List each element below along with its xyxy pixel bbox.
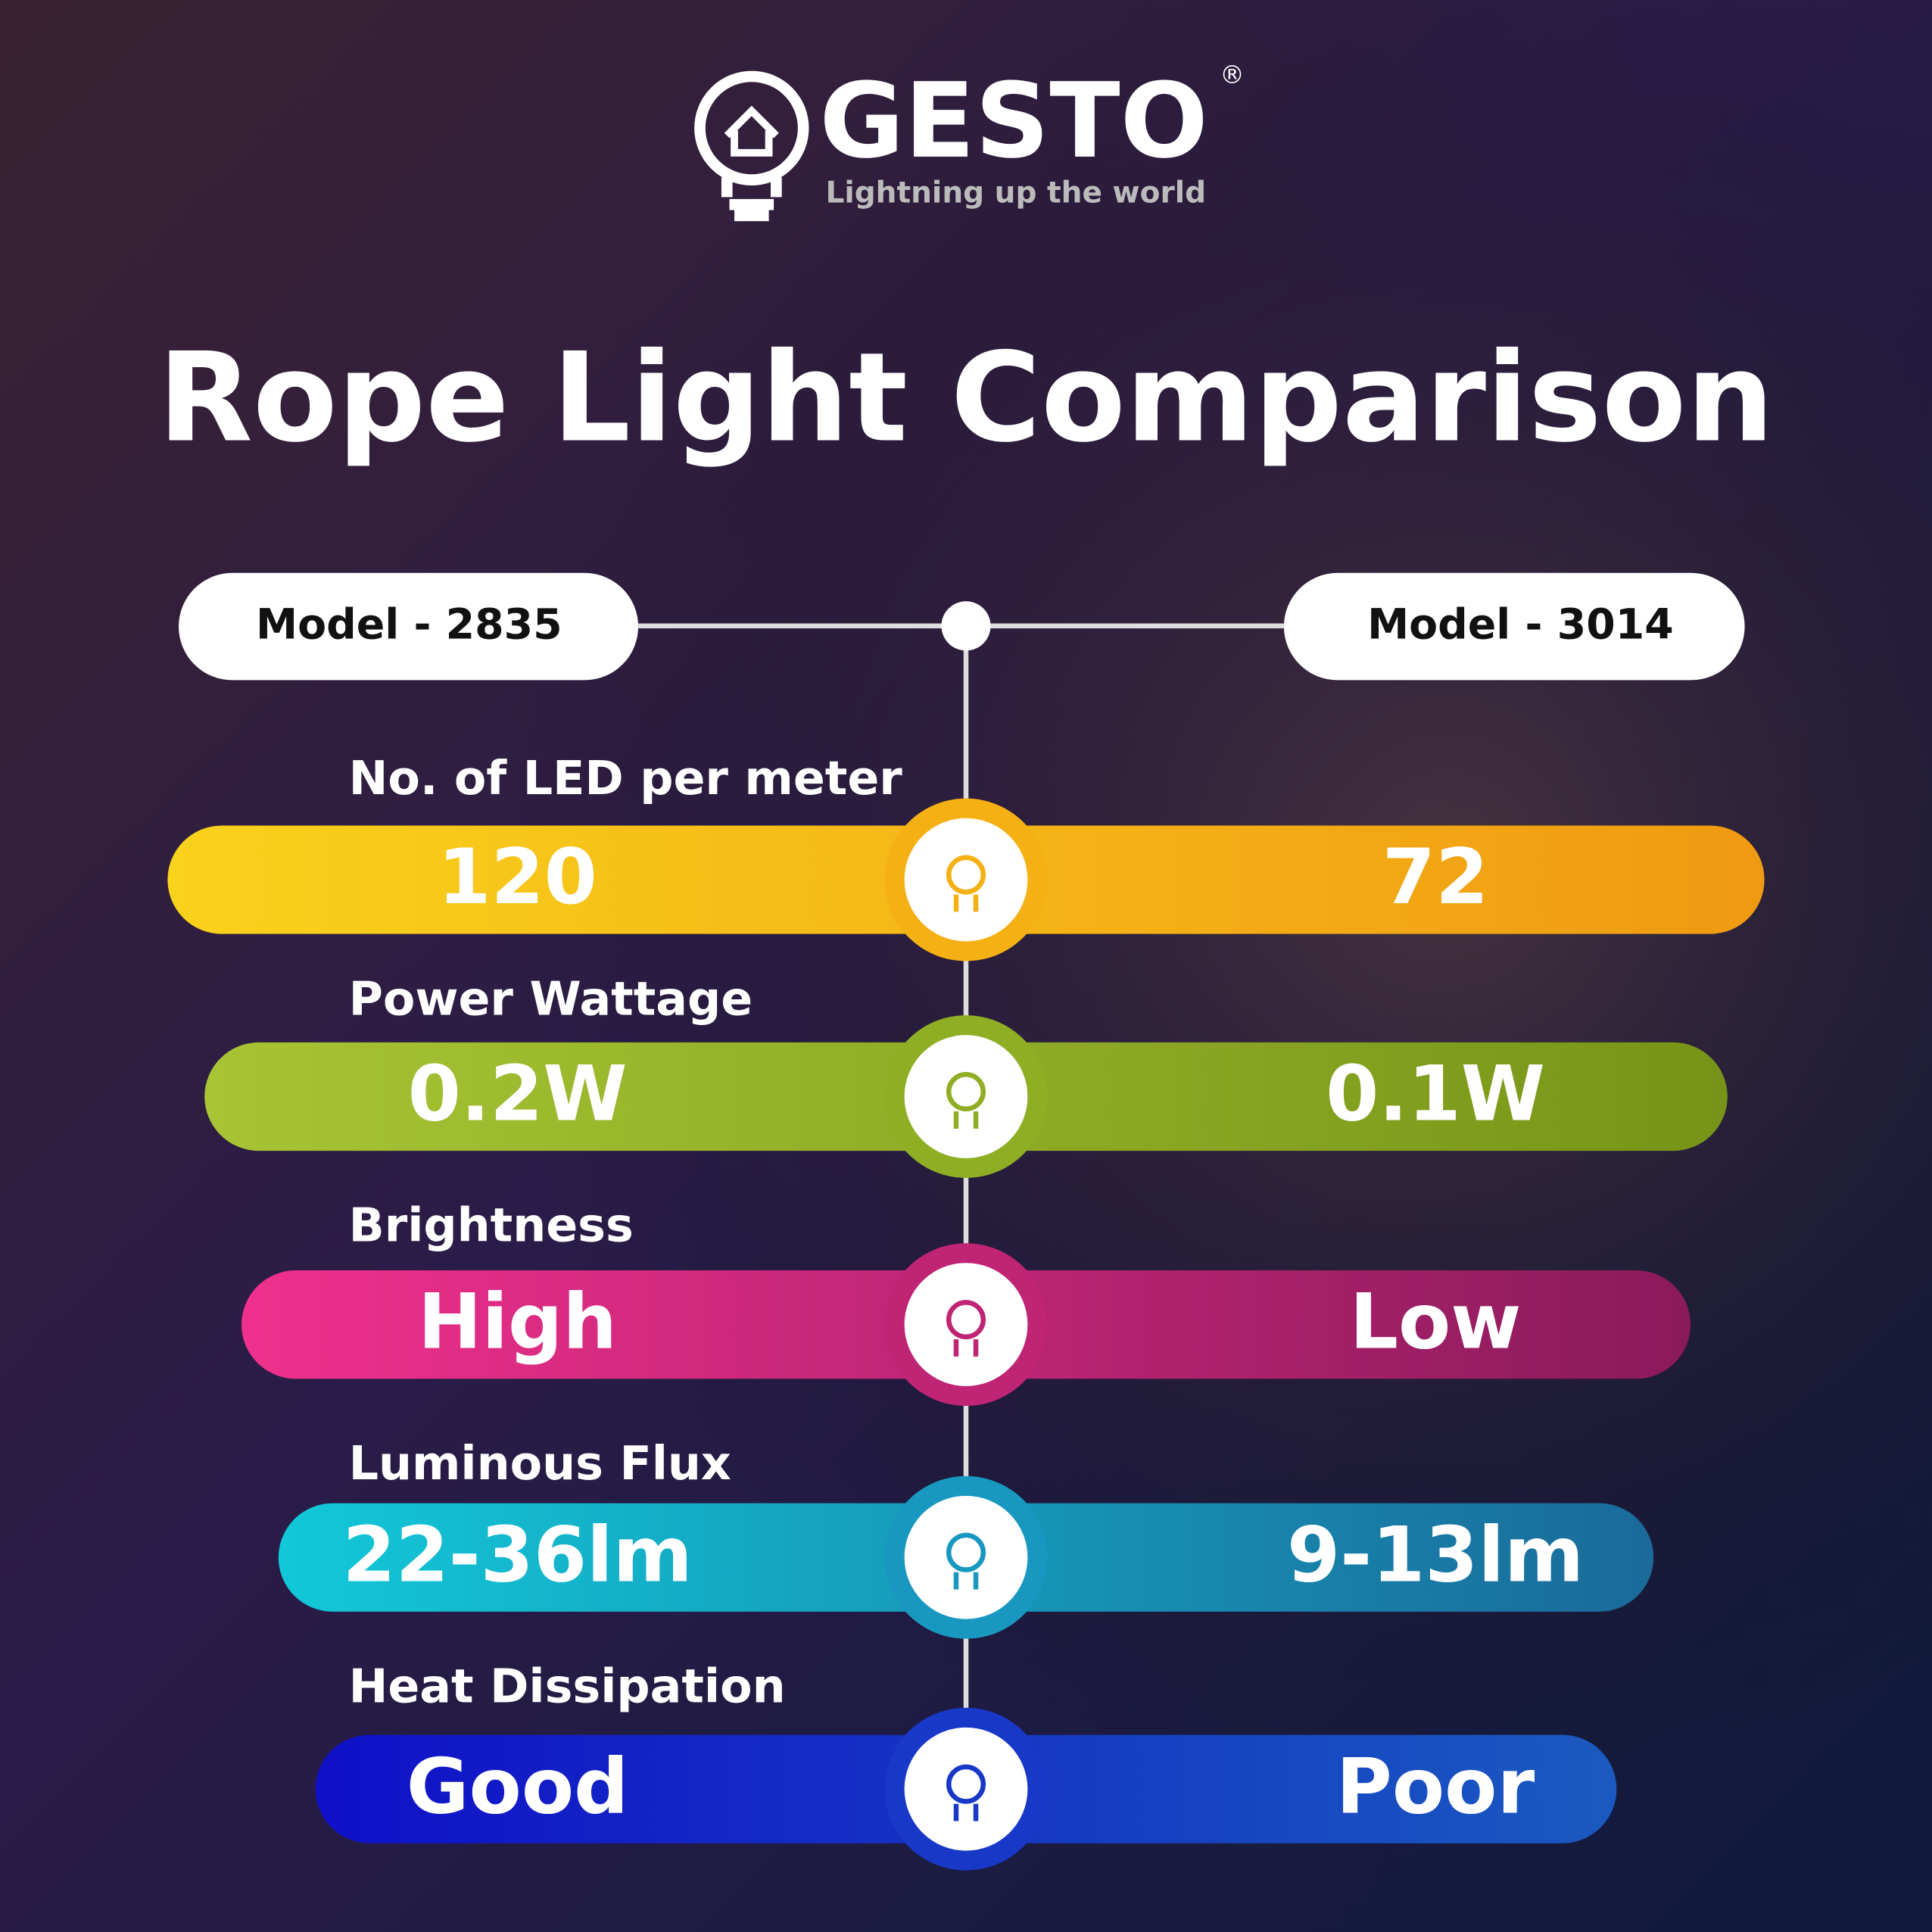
left-value: 120 (438, 832, 597, 921)
icon (946, 1764, 986, 1821)
left-value: 22-36lm (342, 1510, 692, 1599)
icon (946, 1532, 986, 1590)
registered-mark: ® (1220, 61, 1245, 89)
icon (946, 855, 986, 912)
icon (946, 1300, 986, 1357)
row-label: Brightness (349, 1198, 634, 1253)
model-pill (1283, 572, 1745, 681)
title: Rope Light Comparison (158, 327, 1775, 470)
right-value: 9-13lm (1287, 1510, 1584, 1599)
row-label: Power Wattage (349, 971, 753, 1026)
row-label: Luminous Flux (349, 1436, 731, 1491)
left-value: Good (407, 1741, 629, 1831)
brand-name: GESTO (819, 61, 1208, 182)
right-value: Poor (1336, 1741, 1535, 1831)
icon-disc (904, 1495, 1028, 1619)
left-value: 0.2W (408, 1049, 628, 1139)
model-label: Model - 2835 (256, 601, 562, 650)
icon-disc (904, 1263, 1028, 1386)
logo-icon (694, 70, 809, 222)
icon (946, 1071, 986, 1129)
left-value: High (418, 1277, 617, 1366)
row-label: Heat Dissipation (349, 1659, 786, 1713)
icon-disc (904, 818, 1028, 942)
model-pill (178, 572, 639, 681)
icon-disc (904, 1727, 1028, 1851)
icon-disc (904, 1035, 1028, 1158)
right-value: Low (1350, 1277, 1522, 1366)
right-value: 0.1W (1326, 1049, 1545, 1139)
model-label: Model - 3014 (1367, 601, 1674, 650)
brand-tagline: Lightning up the world (825, 176, 1206, 210)
connector-dot (941, 601, 991, 651)
row-label: No. of LED per meter (349, 751, 903, 806)
right-value: 72 (1382, 832, 1488, 921)
rows: No. of LED per meter 120 72 Power Wattage 0.… (167, 751, 1765, 1871)
